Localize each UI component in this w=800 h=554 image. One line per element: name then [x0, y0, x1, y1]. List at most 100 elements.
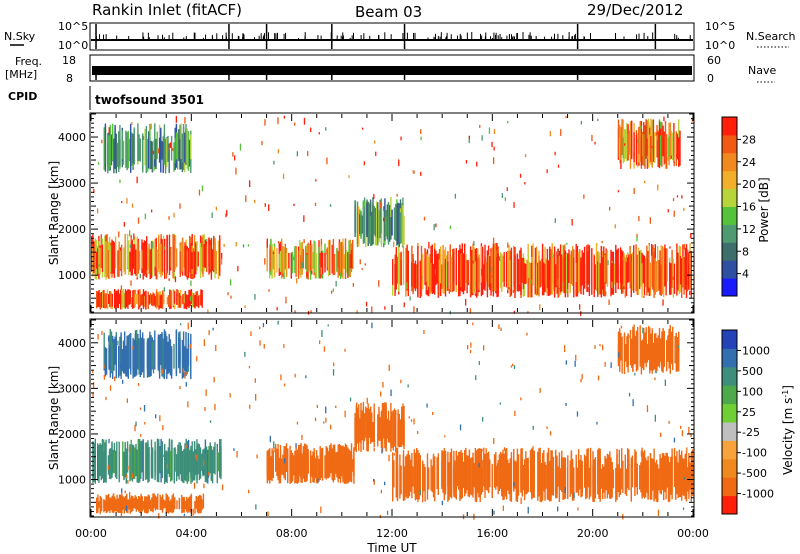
velocity-cell	[289, 455, 291, 484]
power-speck	[207, 309, 209, 313]
velocity-speck	[213, 376, 215, 383]
velocity-speck	[460, 468, 462, 475]
velocity-cell	[635, 451, 637, 487]
velocity-speck	[189, 344, 192, 349]
velocity-cell	[170, 451, 172, 482]
velocity-cell	[365, 406, 367, 438]
velocity-cell	[169, 339, 172, 376]
velocity-cell	[183, 449, 185, 484]
velocity-speck	[117, 340, 119, 346]
velocity-speck	[122, 379, 124, 384]
velocity-cell	[520, 448, 522, 488]
power-speck	[490, 266, 492, 272]
velocity-cell	[372, 422, 374, 442]
power-cell	[306, 254, 308, 279]
velocity-speck	[187, 322, 189, 330]
power-cell	[108, 294, 110, 304]
power-speck	[268, 204, 270, 211]
power-speck	[681, 195, 683, 199]
velocity-cell	[142, 501, 145, 510]
power-speck	[254, 199, 256, 204]
power-speck	[365, 301, 368, 307]
velocity-speck	[467, 345, 469, 350]
velocity-cell	[191, 441, 193, 483]
power-cell	[147, 291, 149, 310]
velocity-cell	[194, 501, 196, 514]
velocity-cell	[525, 451, 527, 495]
power-cell	[148, 137, 150, 169]
velocity-speck	[105, 396, 107, 401]
velocity-cell	[105, 499, 107, 511]
power-cell	[477, 257, 479, 296]
velocity-cell	[109, 497, 111, 513]
power-speck	[142, 136, 145, 140]
power-cell	[301, 241, 303, 275]
power-cell	[495, 243, 497, 291]
velocity-cell	[126, 441, 129, 473]
power-cell	[379, 213, 381, 239]
power-speck	[594, 141, 596, 145]
velocity-cell	[140, 337, 143, 375]
power-speck	[378, 280, 380, 287]
velocity-speck	[371, 322, 373, 329]
power-speck	[676, 195, 679, 198]
velocity-speck	[482, 460, 484, 467]
power-cell	[123, 292, 125, 309]
velocity-speck	[673, 437, 676, 443]
velocity-speck	[388, 364, 390, 371]
velocity-cell	[475, 450, 478, 500]
power-cell	[155, 291, 158, 306]
power-cell	[535, 264, 538, 289]
velocity-cell	[108, 501, 110, 508]
power-cell	[185, 294, 188, 310]
velocity-cell	[666, 455, 668, 487]
power-cell	[134, 293, 136, 308]
power-cell	[430, 263, 432, 293]
velocity-cell	[122, 340, 125, 374]
velocity-speck	[208, 330, 210, 336]
velocity-cell	[431, 465, 433, 493]
power-cell	[97, 295, 99, 307]
power-speck	[227, 292, 229, 296]
power-cell	[297, 250, 300, 279]
velocity-speck	[107, 336, 110, 342]
power-cell	[465, 253, 467, 283]
power-cell	[426, 253, 429, 292]
power-speck	[420, 136, 422, 141]
velocity-cell	[201, 453, 203, 471]
power-cell	[168, 143, 170, 173]
power-cell	[557, 250, 559, 294]
velocity-cell	[509, 464, 511, 492]
power-cell	[95, 251, 98, 269]
velocity-cell	[656, 337, 658, 372]
power-cell	[587, 244, 589, 285]
velocity-cell	[672, 335, 674, 371]
power-speck	[221, 252, 223, 260]
power-cell	[214, 238, 216, 269]
velocity-speck	[344, 410, 346, 418]
power-cell	[646, 245, 648, 296]
power-speck	[242, 244, 245, 248]
velocity-cell	[605, 458, 607, 491]
velocity-cell	[593, 462, 595, 502]
velocity-cell	[561, 461, 563, 492]
power-speck	[131, 122, 133, 125]
power-speck	[223, 243, 225, 247]
velocity-cell	[562, 461, 564, 500]
velocity-cell	[634, 449, 636, 497]
power-cell	[570, 250, 573, 285]
velocity-cell	[618, 467, 620, 497]
power-cell	[173, 247, 175, 268]
velocity-cell	[112, 449, 114, 473]
velocity-cell	[136, 345, 138, 376]
velocity-cell	[149, 499, 152, 512]
power-speck	[493, 157, 495, 164]
velocity-cell	[320, 448, 323, 478]
velocity-cell	[120, 494, 122, 511]
velocity-cell	[278, 457, 280, 484]
velocity-speck	[650, 489, 652, 496]
velocity-cell	[577, 467, 580, 496]
velocity-cell	[377, 414, 379, 447]
freq-label-line1: Freq.	[15, 55, 42, 68]
